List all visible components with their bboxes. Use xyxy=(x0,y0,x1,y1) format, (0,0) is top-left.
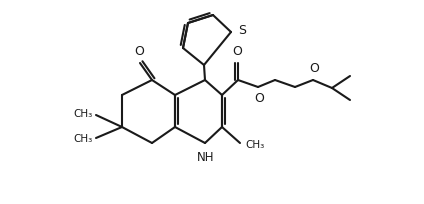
Text: CH₃: CH₃ xyxy=(74,134,93,144)
Text: O: O xyxy=(134,45,144,58)
Text: NH: NH xyxy=(197,151,215,164)
Text: O: O xyxy=(254,92,264,105)
Text: S: S xyxy=(238,24,246,38)
Text: CH₃: CH₃ xyxy=(245,140,264,150)
Text: O: O xyxy=(232,45,242,58)
Text: O: O xyxy=(309,62,319,75)
Text: CH₃: CH₃ xyxy=(74,109,93,119)
